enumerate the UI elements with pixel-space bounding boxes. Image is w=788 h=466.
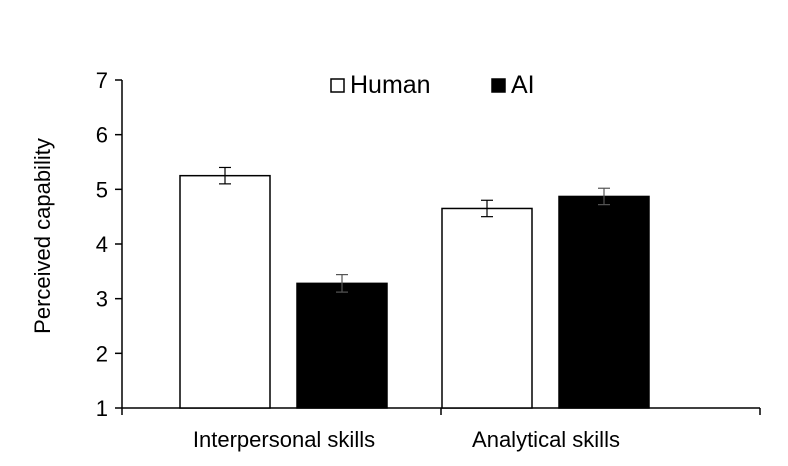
bar-ai-1 xyxy=(558,195,650,409)
bar-human-0 xyxy=(179,174,271,409)
category-label: Interpersonal skills xyxy=(193,427,375,452)
error-bars xyxy=(219,166,610,293)
y-tick-label: 1 xyxy=(96,396,108,421)
bar-human-1 xyxy=(441,207,533,409)
y-tick-label: 3 xyxy=(96,287,108,312)
legend-swatch-ai xyxy=(491,78,506,93)
category-label: Analytical skills xyxy=(472,427,620,452)
bar-ai-0 xyxy=(296,282,388,409)
y-axis-title: Perceived capability xyxy=(30,138,55,334)
y-tick-label: 4 xyxy=(96,232,108,257)
y-tick-label: 5 xyxy=(96,177,108,202)
legend-label-human: Human xyxy=(350,71,431,99)
legend-swatch-human xyxy=(330,78,345,93)
y-ticks: 1 2 3 4 5 6 7 xyxy=(96,68,122,421)
y-tick-label: 2 xyxy=(96,341,108,366)
legend: Human AI xyxy=(330,71,535,99)
y-tick-label: 7 xyxy=(96,68,108,93)
y-tick-label: 6 xyxy=(96,123,108,148)
bars xyxy=(179,174,650,409)
legend-label-ai: AI xyxy=(511,71,535,99)
category-labels: Interpersonal skills Analytical skills xyxy=(193,427,620,452)
